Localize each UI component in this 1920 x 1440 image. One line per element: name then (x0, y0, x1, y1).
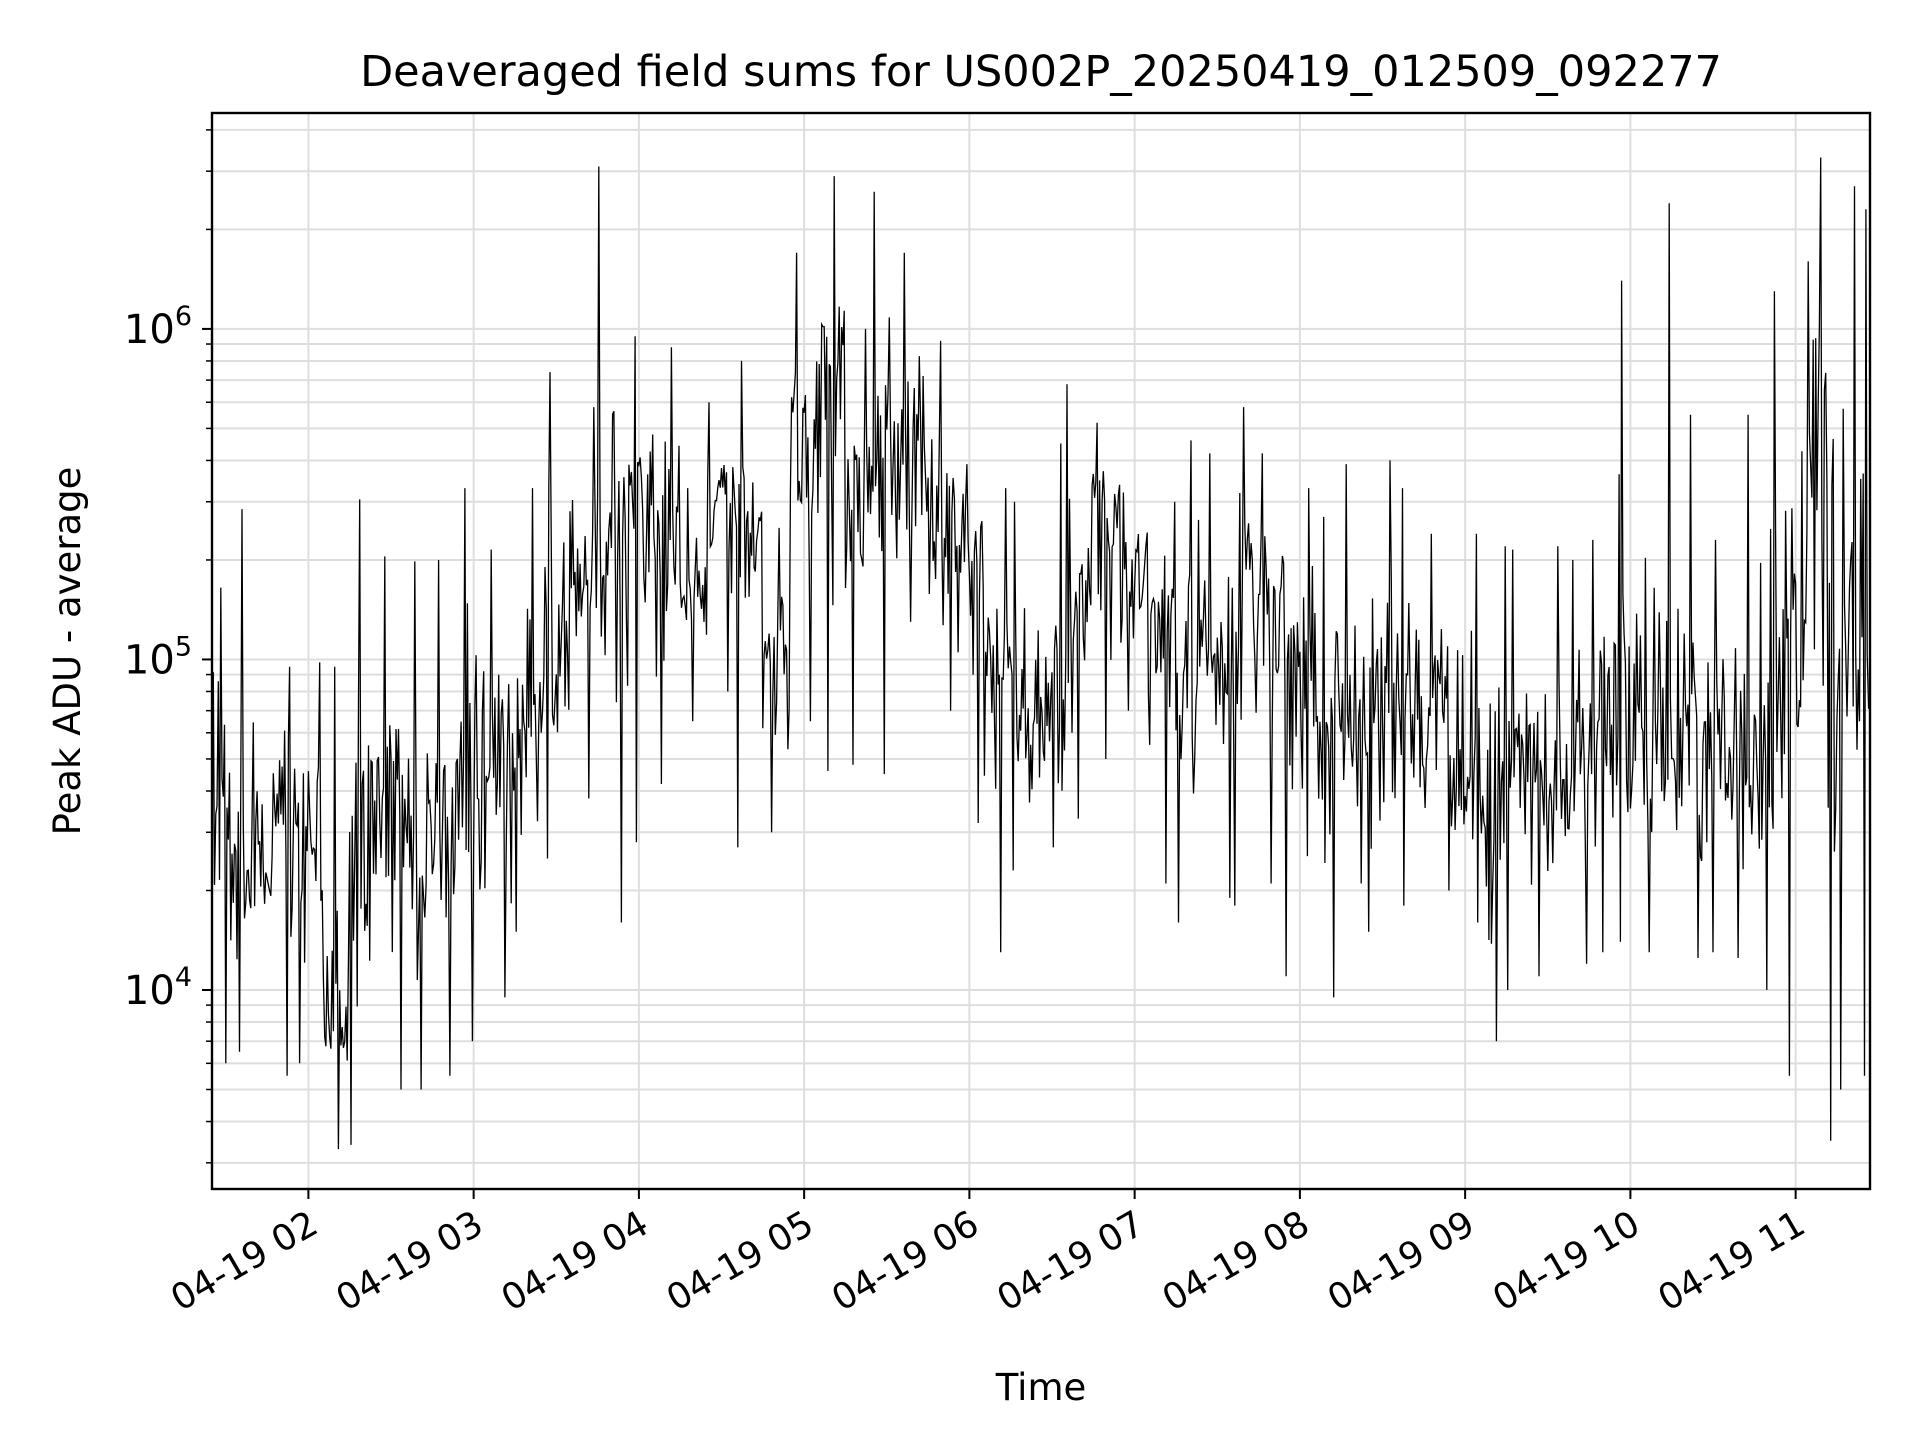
y-axis-label: Peak ADU - average (46, 467, 89, 836)
series-line-0 (211, 157, 1870, 1150)
series-layer (211, 157, 1870, 1150)
x-axis-label: Time (995, 1366, 1087, 1409)
grid-layer (212, 113, 1870, 1189)
chart-title: Deaveraged field sums for US002P_2025041… (360, 47, 1722, 97)
plot-frame (210, 111, 1872, 1191)
y-tick-label: 105 (124, 631, 192, 683)
y-tick-label: 106 (124, 301, 192, 353)
y-tick-label: 104 (124, 962, 192, 1014)
